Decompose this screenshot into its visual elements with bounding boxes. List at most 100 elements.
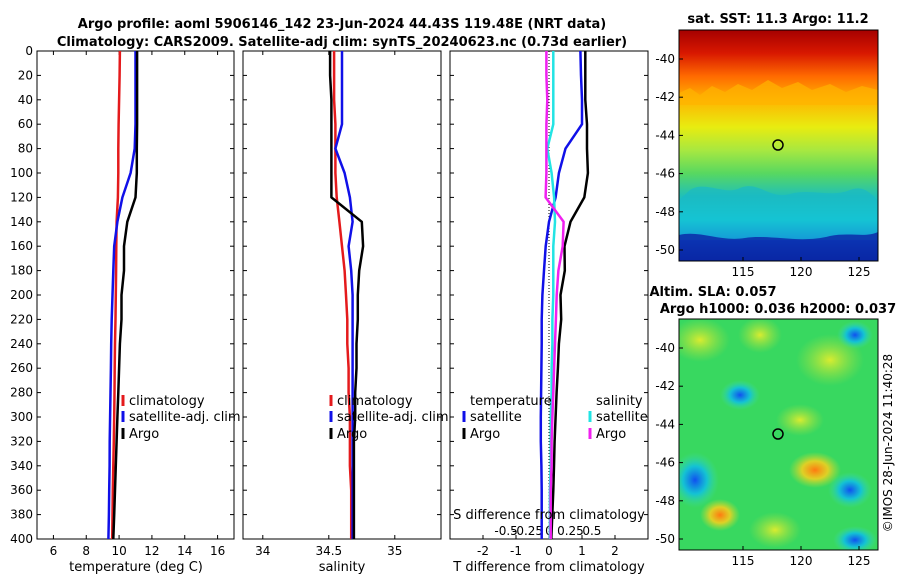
x-tick-label: 6 <box>50 544 58 558</box>
sst-cool-patch <box>679 186 878 240</box>
depth-tick-label: 100 <box>10 166 33 180</box>
x-tick-label: 35 <box>387 544 402 558</box>
depth-tick-label: 220 <box>10 312 33 326</box>
legend-climatology-label: climatology <box>337 394 413 409</box>
sla-argo-location-marker <box>772 428 784 440</box>
series-line-t-satellite <box>539 50 584 539</box>
sla-blob <box>679 319 730 362</box>
map-y-tick-label: -50 <box>655 243 675 257</box>
depth-tick-label: 240 <box>10 337 33 351</box>
legend-salinity-title: salinity <box>596 394 643 409</box>
map-y-tick-label: -44 <box>655 128 675 142</box>
x-tick-label: 14 <box>177 544 192 558</box>
x-tick-label: 34.5 <box>315 544 342 558</box>
sla-map-frame <box>678 318 879 551</box>
legend-t-satellite-label: satellite <box>470 410 522 425</box>
sst-deep-cold <box>679 232 878 261</box>
sla-map-axes: -40 -42 -44 -46 -48 -50 115 120 125 <box>655 341 870 568</box>
map-x-tick-label: 115 <box>732 554 755 568</box>
s-difference-tick-label: -0.25 <box>512 524 543 538</box>
depth-tick-label: 280 <box>10 386 33 400</box>
t-difference-xlabel: T difference from climatology <box>452 560 645 575</box>
salinity-panel: 34 34.5 35 <box>255 51 402 558</box>
sla-map-title-line2: Argo h1000: 0.036 h2000: 0.037 <box>660 302 896 317</box>
legend-temperature-title: temperature <box>470 394 552 409</box>
legend-argo-label: Argo <box>337 427 367 442</box>
map-y-tick-label: -46 <box>655 167 675 181</box>
x-tick-label: 1 <box>578 544 586 558</box>
sla-blob <box>738 319 782 353</box>
x-tick-label: -1 <box>510 544 522 558</box>
sla-blob <box>700 499 740 531</box>
depth-tick-label: 360 <box>10 483 33 497</box>
series-line-climatology <box>332 51 353 539</box>
map-y-tick-label: -50 <box>655 532 675 546</box>
series-line-satellite-adj-clim <box>334 51 354 539</box>
x-tick-label: 34 <box>255 544 270 558</box>
sst-argo-location-marker <box>772 139 784 151</box>
imos-credit: ©IMOS 28-Jun-2024 11:40:28 <box>881 354 895 532</box>
temperature-panel: 6 8 10 12 14 16 <box>50 50 225 558</box>
map-y-tick-label: -42 <box>655 379 675 393</box>
x-tick-label: 12 <box>144 544 159 558</box>
x-tick-label: 10 <box>111 544 126 558</box>
depth-tick-label: 140 <box>10 215 33 229</box>
depth-axis: 0 20 40 60 80 100 120 140 160 180 200 220 240 260 280 3… <box>10 44 648 546</box>
difference-legend: temperature satellite Argo salinity sate… <box>462 394 648 442</box>
depth-tick-label: 180 <box>10 264 33 278</box>
sla-blob <box>749 512 801 548</box>
depth-tick-label: 0 <box>25 44 33 58</box>
depth-tick-label: 260 <box>10 361 33 375</box>
sla-map <box>679 319 878 550</box>
legend-t-argo-label: Argo <box>470 427 500 442</box>
legend-s-argo-label: Argo <box>596 427 626 442</box>
map-x-tick-label: 115 <box>732 265 755 279</box>
sla-blob <box>789 452 841 488</box>
temperature-xlabel: temperature (deg C) <box>69 560 203 575</box>
legend-climatology-label: climatology <box>129 394 205 409</box>
series-line-argo <box>112 51 139 540</box>
map-x-tick-label: 125 <box>848 554 871 568</box>
legend-satellite-label: satellite-adj. clim <box>337 410 449 425</box>
map-y-tick-label: -44 <box>655 417 675 431</box>
figure-title-line1: Argo profile: aoml 5906146_142 23-Jun-20… <box>78 17 606 32</box>
legend-satellite-label: satellite-adj. clim <box>129 410 241 425</box>
map-y-tick-label: -40 <box>655 341 675 355</box>
depth-tick-label: 120 <box>10 190 33 204</box>
series-line-argo <box>328 51 365 539</box>
s-difference-top-label: S difference from climatology <box>453 508 645 523</box>
legend-s-satellite-label: satellite <box>596 410 648 425</box>
sla-map-title-line1: Altim. SLA: 0.057 <box>650 285 777 300</box>
legend-argo-label: Argo <box>129 427 159 442</box>
depth-tick-label: 200 <box>10 288 33 302</box>
sst-map-title: sat. SST: 11.3 Argo: 11.2 <box>687 12 868 27</box>
s-difference-tick-label: -0.5 <box>494 524 517 538</box>
series-line-s-argo <box>544 51 565 539</box>
sst-map-frame <box>678 29 879 262</box>
salinity-xlabel: salinity <box>319 560 366 575</box>
depth-tick-label: 320 <box>10 434 33 448</box>
map-y-tick-label: -48 <box>655 205 675 219</box>
map-y-tick-label: -48 <box>655 494 675 508</box>
depth-tick-label: 380 <box>10 508 33 522</box>
s-difference-tick-label: 0.25 <box>557 524 584 538</box>
depth-tick-label: 400 <box>10 532 33 546</box>
sst-map <box>679 30 878 261</box>
depth-tick-label: 340 <box>10 459 33 473</box>
temperature-legend: climatology satellite-adj. clim Argo <box>121 394 241 442</box>
depth-tick-label: 60 <box>18 117 33 131</box>
map-x-tick-label: 125 <box>848 265 871 279</box>
map-y-tick-label: -40 <box>655 52 675 66</box>
sst-map-axes: -40 -42 -44 -46 -48 -50 115 120 125 <box>655 52 870 279</box>
map-y-tick-label: -42 <box>655 90 675 104</box>
depth-tick-label: 40 <box>18 93 33 107</box>
sst-front-band <box>679 80 878 105</box>
sla-blob <box>833 526 877 550</box>
sla-blob <box>837 321 873 349</box>
x-tick-label: 8 <box>82 544 90 558</box>
x-tick-label: 0 <box>545 544 553 558</box>
x-tick-label: 16 <box>210 544 225 558</box>
sla-blob <box>720 380 760 410</box>
depth-tick-label: 80 <box>18 142 33 156</box>
